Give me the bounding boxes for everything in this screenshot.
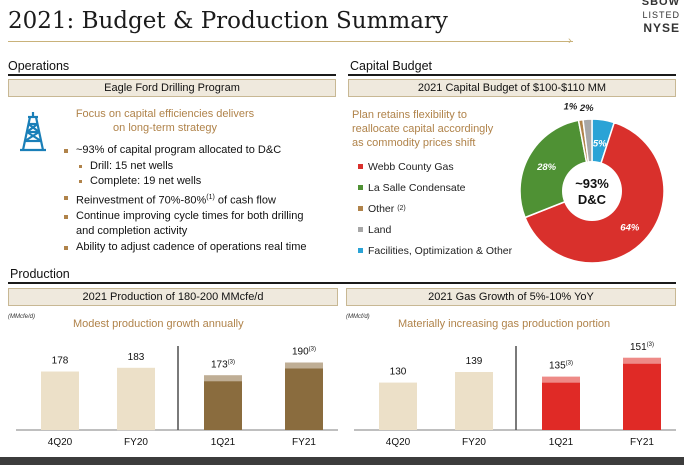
footer-band <box>0 457 684 465</box>
bar-projection-fade <box>623 357 661 364</box>
ticker-listed: LISTED <box>642 10 680 20</box>
cycle-times-line2: and completion activity <box>76 225 188 238</box>
bar-fy20 <box>117 367 155 431</box>
bar-category-label: 1Q21 <box>211 437 236 448</box>
production-left-tagline: Modest production growth annually <box>73 318 244 330</box>
operations-tagline-line2: on long-term strategy <box>113 122 217 134</box>
reinvestment-text: Reinvestment of 70%-80% <box>76 194 207 207</box>
bar-category-label: FY20 <box>124 437 148 448</box>
gas-growth-bar-chart: 130 4Q20 139 FY20 135(3) 1Q21 151(3) FY21 <box>354 342 676 448</box>
capital-budget-title: Capital Budget <box>350 59 433 73</box>
production-left-unit: (MMcfe/d) <box>8 314 35 320</box>
drilling-rig-icon <box>20 112 46 152</box>
production-title: Production <box>10 267 70 281</box>
pie-slice-label: 64% <box>620 223 640 234</box>
production-right-tagline: Materially increasing gas production por… <box>398 318 611 330</box>
operations-box-header: Eagle Ford Drilling Program <box>8 79 336 97</box>
bar-category-label: FY20 <box>462 437 486 448</box>
legend-item-other: Other (2) <box>352 198 512 219</box>
bar-value-label: 151(3) <box>630 342 654 353</box>
pie-slice-label: 2% <box>579 103 594 114</box>
operations-bullet-list: ~93% of capital program allocated to D&C… <box>62 143 307 255</box>
bar-value-label: 183 <box>128 352 145 363</box>
bullet-complete: Complete: 19 net wells <box>62 174 307 190</box>
legend-swatch <box>358 164 363 169</box>
bar-projection-fade <box>542 376 580 383</box>
legend-swatch <box>358 185 363 190</box>
legend-swatch <box>358 227 363 232</box>
bar-1q21 <box>542 376 580 430</box>
capital-tagline-line2: reallocate capital accordingly <box>352 123 494 135</box>
production-left-box-header: 2021 Production of 180-200 MMcfe/d <box>8 288 338 306</box>
title-divider <box>8 41 573 42</box>
reinvestment-suffix: of cash flow <box>214 194 276 207</box>
page-title: 2021: Budget & Production Summary <box>8 8 448 34</box>
legend-item-webb: Webb County Gas <box>352 156 512 177</box>
production-right-box-header: 2021 Gas Growth of 5%-10% YoY <box>346 288 676 306</box>
chevron-right-icon: › <box>568 35 572 47</box>
bullet-cadence: Ability to adjust cadence of operations … <box>62 240 307 256</box>
legend-label: Webb County Gas <box>368 160 454 173</box>
bar-fy20 <box>455 372 493 430</box>
pie-center-label: ~93% <box>575 176 609 191</box>
operations-tagline: Focus on capital efficiencies delivers o… <box>60 107 270 135</box>
bar-4q20 <box>379 382 417 430</box>
production-bar-chart: 178 4Q20 183 FY20 173(3) 1Q21 190(3) FY21 <box>16 346 338 448</box>
pie-slice-label: 28% <box>536 162 557 173</box>
bar-value-label: 139 <box>466 356 483 367</box>
bar-value-label: 173(3) <box>211 359 235 370</box>
bullet-cycle-times: Continue improving cycle times for both … <box>62 209 307 240</box>
bar-category-label: 4Q20 <box>386 437 411 448</box>
footnote-ref: (1) <box>206 193 215 201</box>
bar-category-label: 1Q21 <box>549 437 574 448</box>
legend-label: La Salle Condensate <box>368 181 466 194</box>
bar-value-label: 190(3) <box>292 347 316 358</box>
bar-category-label: FY21 <box>630 437 654 448</box>
production-right-unit: (MMcf/d) <box>346 314 370 320</box>
bar-fy21 <box>623 357 661 430</box>
capital-budget-box-header: 2021 Capital Budget of $100-$110 MM <box>348 79 676 97</box>
legend-label: Other <box>368 202 395 215</box>
bullet-capital-allocation: ~93% of capital program allocated to D&C <box>62 143 307 159</box>
legend-label: Land <box>368 223 392 236</box>
capital-budget-pie-chart: ~93%D&C 64% 28% 5% 1% 2% <box>519 102 665 264</box>
bar-1q21 <box>204 375 242 430</box>
legend-swatch <box>358 206 363 211</box>
cycle-times-line1: Continue improving cycle times for both … <box>76 209 304 222</box>
bar-value-label: 135(3) <box>549 361 573 372</box>
capital-budget-rule <box>348 74 676 76</box>
legend-swatch <box>358 248 363 253</box>
capital-tagline-line1: Plan retains flexibility to <box>352 109 467 121</box>
bar-category-label: FY21 <box>292 437 316 448</box>
footnote-ref: (2) <box>397 205 406 212</box>
legend-item-facilities: Facilities, Optimization & Other <box>352 240 512 261</box>
bar-value-label: 130 <box>390 367 407 378</box>
capital-budget-tagline: Plan retains flexibility to reallocate c… <box>352 108 493 150</box>
pie-legend: Webb County Gas La Salle Condensate Othe… <box>352 156 512 261</box>
bullet-drill: Drill: 15 net wells <box>62 159 307 175</box>
ticker-code: SBOW <box>641 0 680 8</box>
bullet-reinvestment: Reinvestment of 70%-80%(1) of cash flow <box>62 190 307 209</box>
ticker-exchange: NYSE <box>643 21 680 35</box>
pie-slice-label: 5% <box>593 139 607 150</box>
capital-tagline-line3: as commodity prices shift <box>352 137 476 149</box>
pie-center <box>562 161 622 221</box>
legend-item-lasalle: La Salle Condensate <box>352 177 512 198</box>
production-rule <box>8 282 676 284</box>
bar-value-label: 178 <box>52 356 69 367</box>
pie-slice-label: 1% <box>564 102 578 113</box>
pie-center-label: D&C <box>578 192 607 207</box>
bar-projection-fade <box>285 362 323 369</box>
bar-4q20 <box>41 371 79 430</box>
bar-fy21 <box>285 362 323 430</box>
legend-item-land: Land <box>352 219 512 240</box>
bar-projection-fade <box>204 375 242 382</box>
bar-category-label: 4Q20 <box>48 437 73 448</box>
operations-tagline-line1: Focus on capital efficiencies delivers <box>75 108 255 120</box>
legend-label: Facilities, Optimization & Other <box>368 244 513 257</box>
operations-title: Operations <box>8 59 70 73</box>
operations-rule <box>8 74 336 76</box>
ticker-logo: SBOW LISTED NYSE <box>642 0 680 35</box>
